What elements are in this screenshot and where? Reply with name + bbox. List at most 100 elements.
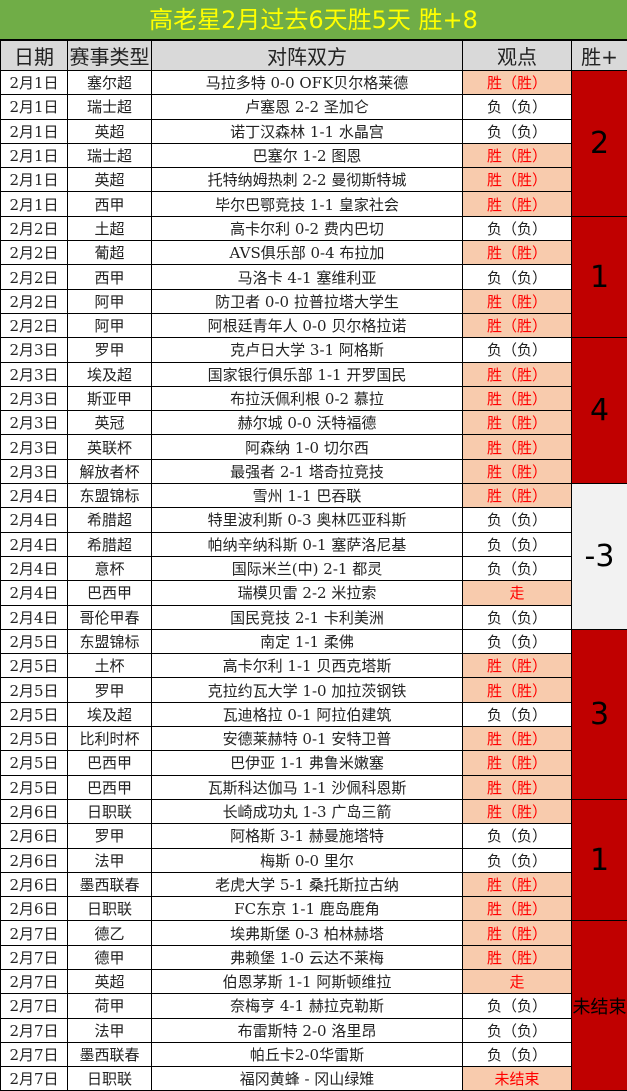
table-row: 2月4日希腊超特里波利斯 0-3 奥林匹亚科斯负（负） <box>1 508 627 532</box>
view-cell: 胜（胜） <box>463 362 572 386</box>
league-cell: 巴西甲 <box>68 751 152 775</box>
match-cell: 高卡尔利 0-2 费内巴切 <box>152 216 463 240</box>
date-cell: 2月3日 <box>1 435 68 459</box>
table-row: 2月5日比利时杯安德莱赫特 0-1 安特卫普胜（胜） <box>1 727 627 751</box>
day-score-cell: 1 <box>572 216 627 337</box>
table-row: 2月3日斯亚甲布拉沃佩利根 0-2 慕拉胜（胜） <box>1 386 627 410</box>
match-cell: AVS俱乐部 0-4 布拉加 <box>152 241 463 265</box>
league-cell: 法甲 <box>68 848 152 872</box>
match-cell: 长崎成功丸 1-3 广岛三箭 <box>152 799 463 823</box>
match-cell: 巴伊亚 1-1 弗鲁米嫩塞 <box>152 751 463 775</box>
date-cell: 2月5日 <box>1 775 68 799</box>
league-cell: 意杯 <box>68 556 152 580</box>
league-cell: 墨西联春 <box>68 872 152 896</box>
view-cell: 负（负） <box>463 994 572 1018</box>
view-cell: 胜（胜） <box>463 71 572 95</box>
view-cell: 负（负） <box>463 1018 572 1042</box>
table-row: 2月3日解放者杯最强者 2-1 塔奇拉竞技胜（胜） <box>1 459 627 483</box>
table-row: 2月5日东盟锦标南定 1-1 柔佛负（负）3 <box>1 629 627 653</box>
day-score-cell: 未结束 <box>572 921 627 1091</box>
date-cell: 2月4日 <box>1 605 68 629</box>
view-cell: 胜（胜） <box>463 411 572 435</box>
league-cell: 塞尔超 <box>68 71 152 95</box>
date-cell: 2月1日 <box>1 143 68 167</box>
match-cell: 阿森纳 1-0 切尔西 <box>152 435 463 459</box>
league-cell: 斯亚甲 <box>68 386 152 410</box>
header-view: 观点 <box>463 41 572 71</box>
league-cell: 希腊超 <box>68 532 152 556</box>
match-cell: 老虎大学 5-1 桑托斯拉古纳 <box>152 872 463 896</box>
view-cell: 胜（胜） <box>463 435 572 459</box>
header-match: 对阵双方 <box>152 41 463 71</box>
match-cell: 高卡尔利 1-1 贝西克塔斯 <box>152 654 463 678</box>
date-cell: 2月7日 <box>1 1042 68 1066</box>
league-cell: 英超 <box>68 168 152 192</box>
league-cell: 罗甲 <box>68 338 152 362</box>
view-cell: 负（负） <box>463 119 572 143</box>
view-cell: 负（负） <box>463 605 572 629</box>
league-cell: 希腊超 <box>68 508 152 532</box>
table-row: 2月4日东盟锦标雪州 1-1 巴吞联胜（胜）-3 <box>1 484 627 508</box>
table-row: 2月3日罗甲克卢日大学 3-1 阿格斯负（负）4 <box>1 338 627 362</box>
match-cell: 帕丘卡2-0华雷斯 <box>152 1042 463 1066</box>
view-cell: 负（负） <box>463 848 572 872</box>
view-cell: 胜（胜） <box>463 945 572 969</box>
date-cell: 2月6日 <box>1 824 68 848</box>
match-cell: 奈梅亨 4-1 赫拉克勒斯 <box>152 994 463 1018</box>
league-cell: 东盟锦标 <box>68 629 152 653</box>
view-cell: 负（负） <box>463 216 572 240</box>
match-cell: 赫尔城 0-0 沃特福德 <box>152 411 463 435</box>
league-cell: 巴西甲 <box>68 581 152 605</box>
date-cell: 2月1日 <box>1 95 68 119</box>
date-cell: 2月7日 <box>1 1067 68 1091</box>
match-cell: 特里波利斯 0-3 奥林匹亚科斯 <box>152 508 463 532</box>
league-cell: 东盟锦标 <box>68 484 152 508</box>
table-row: 2月6日法甲梅斯 0-0 里尔负（负） <box>1 848 627 872</box>
view-cell: 胜（胜） <box>463 921 572 945</box>
view-cell: 未结束 <box>463 1067 572 1091</box>
date-cell: 2月3日 <box>1 459 68 483</box>
table-row: 2月5日巴西甲瓦斯科达伽马 1-1 沙佩科恩斯胜（胜） <box>1 775 627 799</box>
table-row: 2月5日巴西甲巴伊亚 1-1 弗鲁米嫩塞胜（胜） <box>1 751 627 775</box>
match-cell: 马洛卡 4-1 塞维利亚 <box>152 265 463 289</box>
match-cell: 阿根廷青年人 0-0 贝尔格拉诺 <box>152 313 463 337</box>
date-cell: 2月4日 <box>1 484 68 508</box>
table-row: 2月1日瑞士超卢塞恩 2-2 圣加仑负（负） <box>1 95 627 119</box>
table-row: 2月7日德乙埃弗斯堡 0-3 柏林赫塔胜（胜）未结束 <box>1 921 627 945</box>
league-cell: 德乙 <box>68 921 152 945</box>
header-date: 日期 <box>1 41 68 71</box>
league-cell: 英冠 <box>68 411 152 435</box>
league-cell: 日职联 <box>68 799 152 823</box>
league-cell: 葡超 <box>68 241 152 265</box>
league-cell: 埃及超 <box>68 702 152 726</box>
match-cell: 瑞模贝雷 2-2 米拉索 <box>152 581 463 605</box>
header-win-plus: 胜+ <box>572 41 627 71</box>
date-cell: 2月3日 <box>1 362 68 386</box>
league-cell: 日职联 <box>68 1067 152 1091</box>
match-cell: 安德莱赫特 0-1 安特卫普 <box>152 727 463 751</box>
table-row: 2月6日日职联长崎成功丸 1-3 广岛三箭胜（胜）1 <box>1 799 627 823</box>
view-cell: 胜（胜） <box>463 678 572 702</box>
league-cell: 土杯 <box>68 654 152 678</box>
day-score-cell: 2 <box>572 71 627 217</box>
match-cell: 埃弗斯堡 0-3 柏林赫塔 <box>152 921 463 945</box>
date-cell: 2月2日 <box>1 313 68 337</box>
league-cell: 德甲 <box>68 945 152 969</box>
date-cell: 2月7日 <box>1 1018 68 1042</box>
league-cell: 罗甲 <box>68 824 152 848</box>
view-cell: 胜（胜） <box>463 241 572 265</box>
match-cell: 诺丁汉森林 1-1 水晶宫 <box>152 119 463 143</box>
view-cell: 负（负） <box>463 265 572 289</box>
date-cell: 2月7日 <box>1 921 68 945</box>
view-cell: 走 <box>463 969 572 993</box>
match-cell: 南定 1-1 柔佛 <box>152 629 463 653</box>
date-cell: 2月5日 <box>1 751 68 775</box>
match-cell: 瓦迪格拉 0-1 阿拉伯建筑 <box>152 702 463 726</box>
date-cell: 2月5日 <box>1 727 68 751</box>
match-cell: 梅斯 0-0 里尔 <box>152 848 463 872</box>
day-score-cell: -3 <box>572 484 627 630</box>
league-cell: 荷甲 <box>68 994 152 1018</box>
league-cell: 哥伦甲春 <box>68 605 152 629</box>
view-cell: 胜（胜） <box>463 897 572 921</box>
day-score-cell: 4 <box>572 338 627 484</box>
